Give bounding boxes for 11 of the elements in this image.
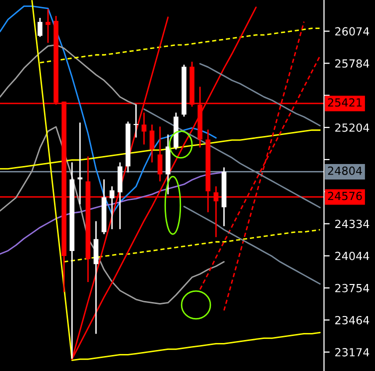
y-tick-label: 26074: [335, 27, 370, 36]
ref-line-label: 25421: [328, 98, 362, 107]
y-tick-label: 23754: [335, 284, 370, 292]
ref-line-label: 24576: [328, 192, 362, 200]
y-tick-label: 25204: [335, 123, 370, 132]
y-tick-label: 24044: [335, 252, 370, 260]
y-tick-label: 23464: [335, 316, 370, 324]
y-tick-label: 25784: [335, 59, 370, 68]
y-tick-label: 24334: [335, 220, 370, 228]
y-tick-label: 23174: [335, 348, 370, 356]
ref-line-label: 24804: [328, 166, 362, 175]
